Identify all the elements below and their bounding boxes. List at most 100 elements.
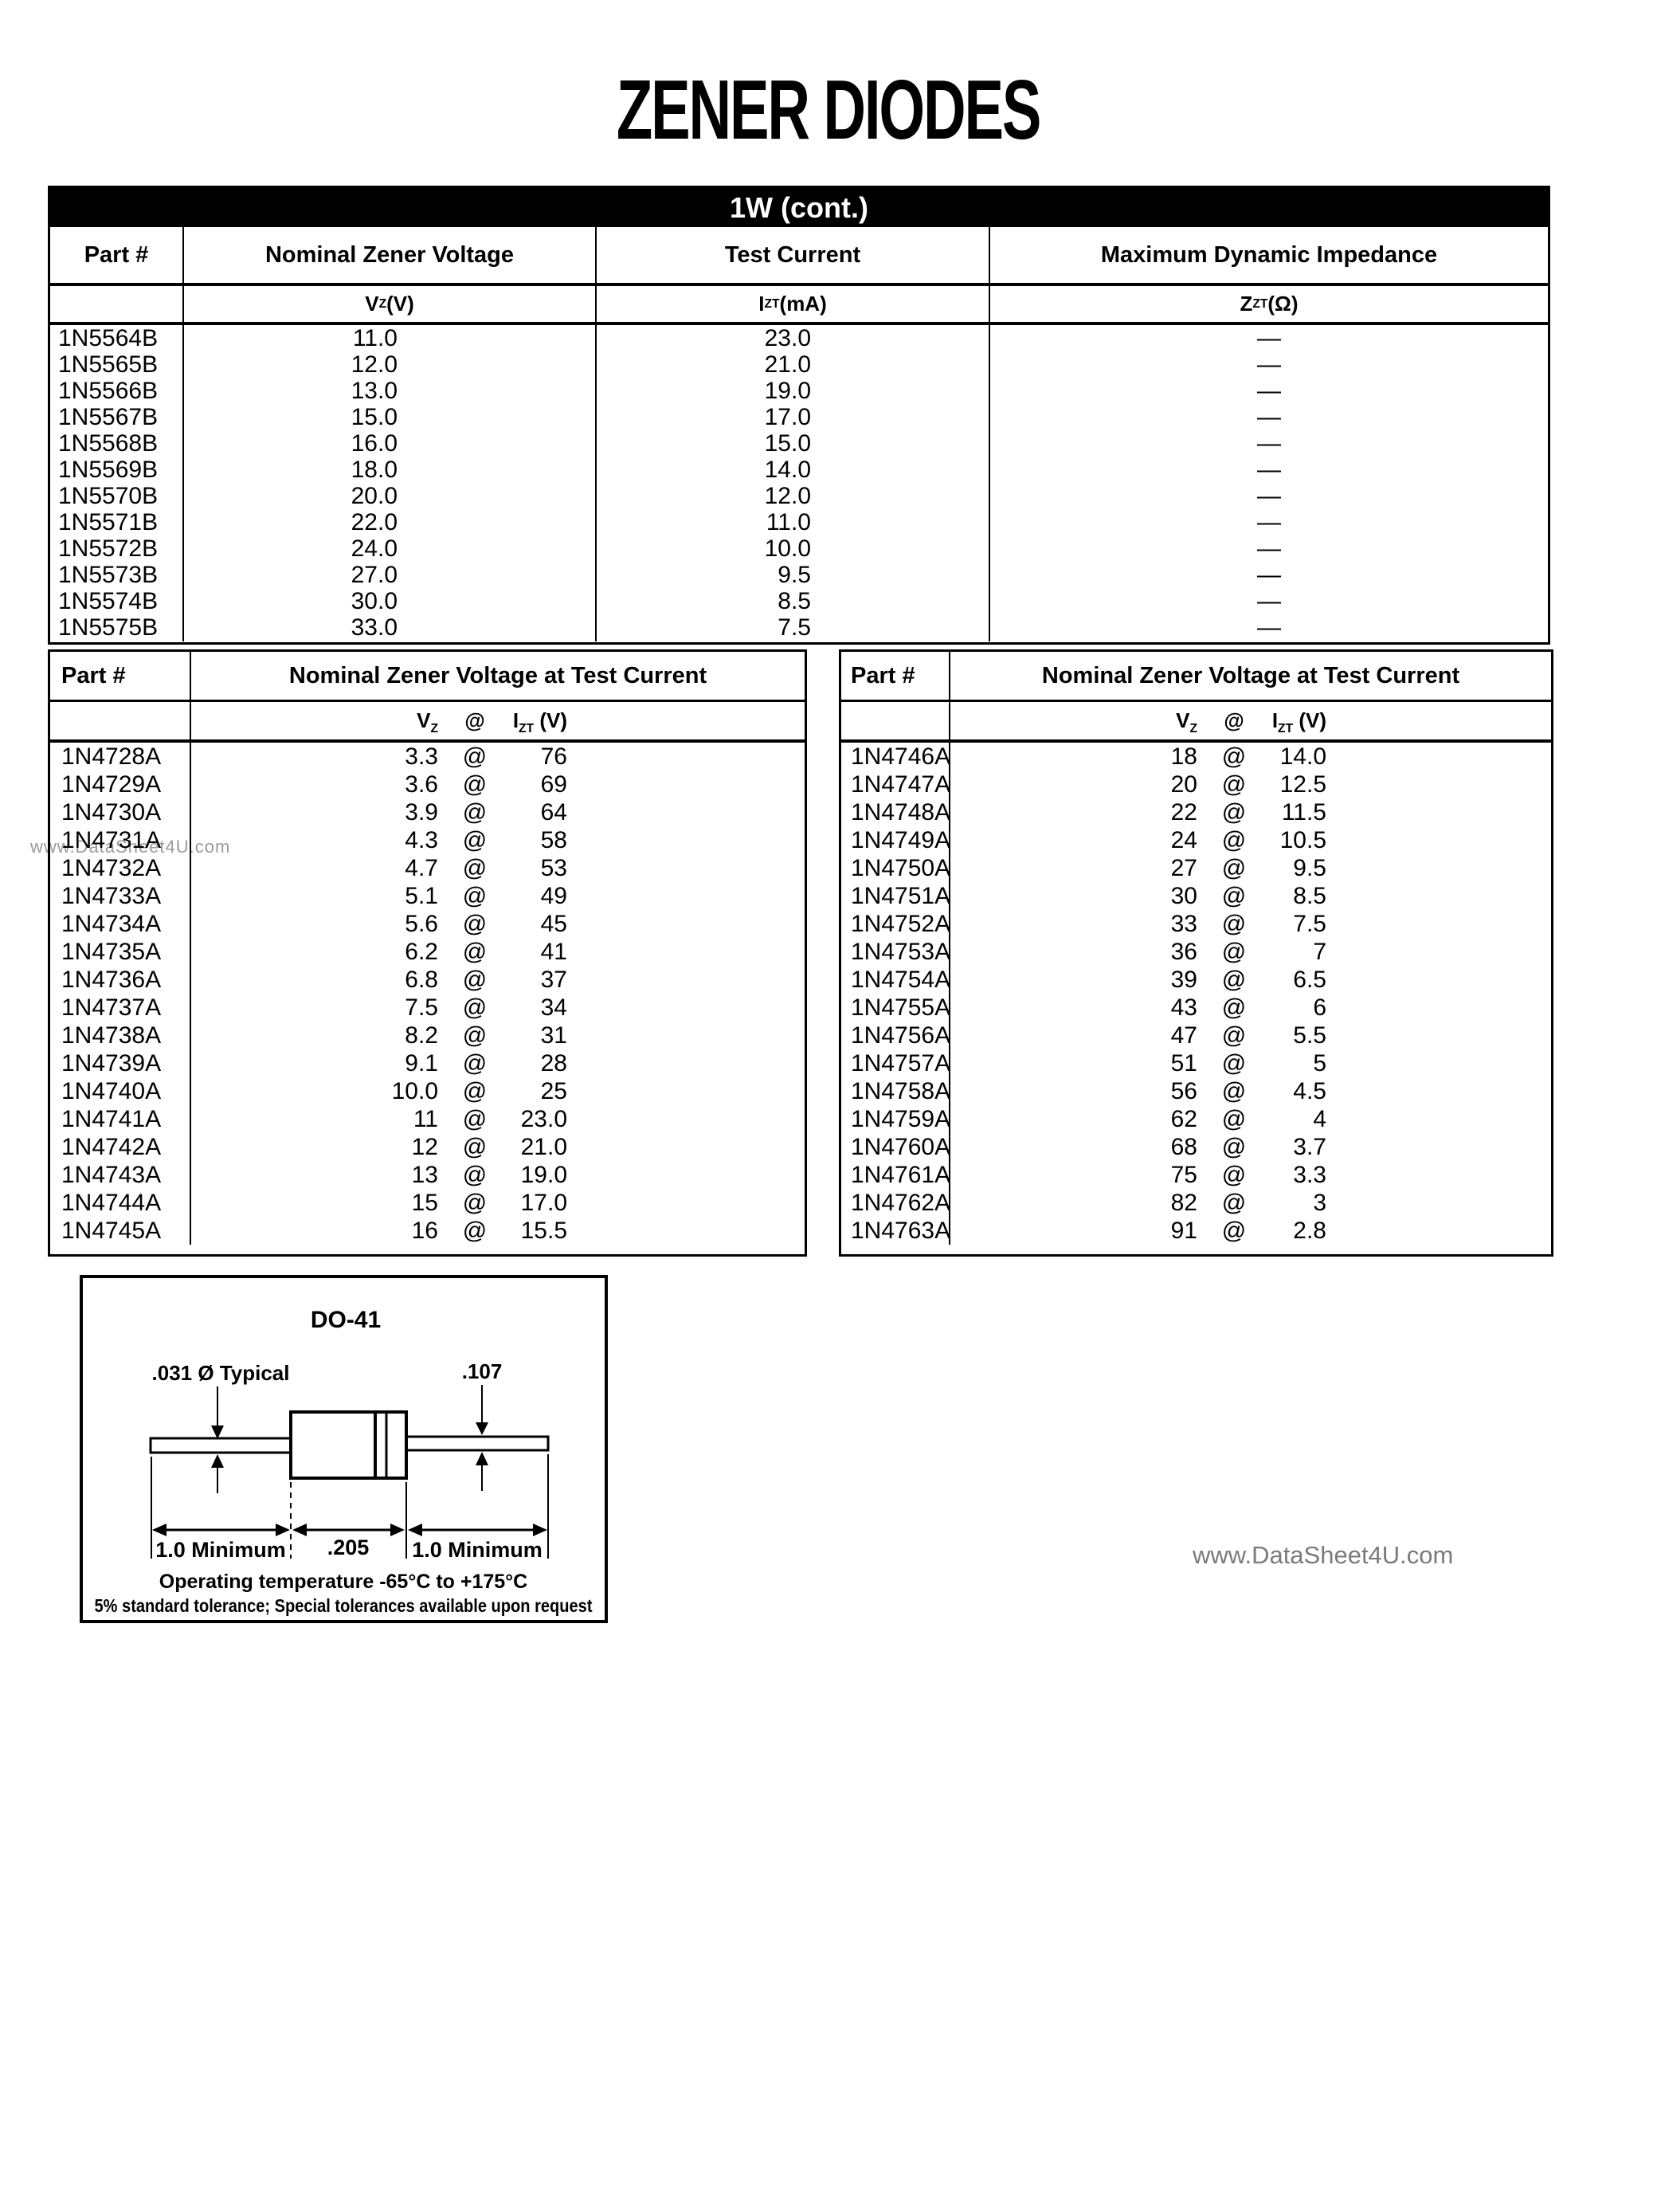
cell-at-symbol: @ bbox=[1221, 938, 1247, 965]
cell-at-symbol: @ bbox=[1221, 1105, 1247, 1132]
table-row: 1N4757A 51 @ 5 bbox=[841, 1049, 1551, 1077]
cell-vz: 75 bbox=[1170, 1161, 1197, 1188]
cell-test-current: 12.0 bbox=[595, 483, 989, 510]
cell-at-symbol: @ bbox=[1221, 994, 1247, 1021]
cell-part-number: 1N4742A bbox=[61, 1133, 162, 1160]
lead-diameter-label: .031 Ø Typical bbox=[152, 1361, 290, 1385]
subheader-value: VZ @ IZT (V) bbox=[190, 702, 805, 739]
cell-values: 68 @ 3.7 bbox=[949, 1133, 1551, 1161]
cell-at-symbol: @ bbox=[462, 826, 488, 853]
cell-izt: 64 bbox=[540, 798, 567, 826]
table-row: 1N4746A 18 @ 14.0 bbox=[841, 743, 1551, 771]
cell-at-symbol: @ bbox=[462, 743, 488, 770]
cell-values: 6.2 @ 41 bbox=[190, 938, 805, 966]
cell-values: 5.6 @ 45 bbox=[190, 910, 805, 938]
cell-part-number: 1N4747A bbox=[851, 771, 951, 798]
table-row: 1N4733A 5.1 @ 49 bbox=[50, 882, 805, 910]
cell-at-symbol: @ bbox=[1221, 798, 1247, 826]
cell-vz: 4.7 bbox=[405, 854, 438, 881]
cell-values: 82 @ 3 bbox=[949, 1189, 1551, 1217]
cell-zener-voltage: 27.0 bbox=[182, 562, 595, 589]
cell-vz: 5.6 bbox=[405, 910, 438, 937]
cell-izt: 28 bbox=[540, 1049, 567, 1077]
cell-izt: 4.5 bbox=[1293, 1077, 1326, 1104]
table-row: 1N4750A 27 @ 9.5 bbox=[841, 854, 1551, 882]
cell-at-symbol: @ bbox=[1221, 1217, 1247, 1244]
table-right-subheader-row: VZ @ IZT (V) bbox=[841, 702, 1551, 743]
table-row: 1N4740A 10.0 @ 25 bbox=[50, 1077, 805, 1105]
cell-at-symbol: @ bbox=[462, 1189, 488, 1216]
cell-at-symbol: @ bbox=[462, 1022, 488, 1049]
table-1w-cont: 1W (cont.) Part # Nominal Zener Voltage … bbox=[48, 186, 1550, 645]
cell-impedance-dash: — bbox=[989, 351, 1548, 378]
diode-drawing bbox=[149, 1385, 550, 1559]
cell-values: 13 @ 19.0 bbox=[190, 1161, 805, 1189]
cell-part-number: 1N4737A bbox=[61, 994, 162, 1021]
cell-vz: 3.9 bbox=[405, 798, 438, 826]
cell-vz: 68 bbox=[1170, 1133, 1197, 1160]
cell-values: 36 @ 7 bbox=[949, 938, 1551, 966]
cell-zener-voltage: 13.0 bbox=[182, 378, 595, 405]
left-lead-length-label: 1.0 Minimum bbox=[155, 1538, 286, 1562]
cell-zener-voltage: 16.0 bbox=[182, 430, 595, 457]
cell-impedance-dash: — bbox=[989, 562, 1548, 589]
table-row: 1N4762A 82 @ 3 bbox=[841, 1189, 1551, 1217]
cell-zener-voltage: 20.0 bbox=[182, 483, 595, 510]
cell-values: 6.8 @ 37 bbox=[190, 966, 805, 994]
cell-part-number: 1N5573B bbox=[58, 562, 159, 588]
cell-vz: 6.2 bbox=[405, 938, 438, 965]
cell-vz: 3.6 bbox=[405, 771, 438, 798]
table-row: 1N4755A 43 @ 6 bbox=[841, 994, 1551, 1022]
cell-izt: 4 bbox=[1313, 1105, 1326, 1132]
operating-temperature-note: Operating temperature -65°C to +175°C bbox=[159, 1571, 528, 1593]
cell-vz: 11 bbox=[413, 1105, 438, 1132]
page-title-wrap: ZENER DIODES bbox=[0, 62, 1657, 159]
cell-at-symbol: @ bbox=[462, 1133, 488, 1160]
table-row: 1N4728A 3.3 @ 76 bbox=[50, 743, 805, 771]
cell-values: 75 @ 3.3 bbox=[949, 1161, 1551, 1189]
cell-at-symbol: @ bbox=[1221, 1077, 1247, 1104]
cell-impedance-dash: — bbox=[989, 457, 1548, 484]
table-row: 1N4760A 68 @ 3.7 bbox=[841, 1133, 1551, 1161]
page-title: ZENER DIODES bbox=[617, 63, 1041, 157]
cell-part-number: 1N4739A bbox=[61, 1049, 162, 1077]
table-zener-left: Part # Nominal Zener Voltage at Test Cur… bbox=[48, 649, 807, 1257]
cell-part-number: 1N4733A bbox=[61, 882, 162, 909]
package-outline-box: DO-41 .031 Ø Typical .107 bbox=[80, 1275, 608, 1623]
table-row: 1N4742A 12 @ 21.0 bbox=[50, 1133, 805, 1161]
cell-part-number: 1N4750A bbox=[851, 854, 951, 881]
cell-vz: 15 bbox=[411, 1189, 438, 1216]
cell-values: 8.2 @ 31 bbox=[190, 1022, 805, 1049]
cell-part-number: 1N4735A bbox=[61, 938, 162, 965]
table-row: 1N4752A 33 @ 7.5 bbox=[841, 910, 1551, 938]
cell-zener-voltage: 22.0 bbox=[182, 509, 595, 536]
subheader-empty bbox=[50, 286, 182, 322]
cell-at-symbol: @ bbox=[1221, 743, 1247, 770]
cell-izt: 12.5 bbox=[1279, 771, 1326, 798]
cell-values: 62 @ 4 bbox=[949, 1105, 1551, 1133]
cell-at-symbol: @ bbox=[1221, 854, 1247, 881]
right-lead-length-label: 1.0 Minimum bbox=[412, 1538, 543, 1562]
cell-part-number: 1N5566B bbox=[58, 378, 159, 404]
col-header-value: Nominal Zener Voltage at Test Current bbox=[949, 652, 1551, 700]
cell-izt: 41 bbox=[540, 938, 567, 965]
cell-izt: 7.5 bbox=[1293, 910, 1326, 937]
table-1w-header-bar: 1W (cont.) bbox=[50, 188, 1548, 227]
col-header-part: Part # bbox=[61, 662, 126, 688]
cell-values: 24 @ 10.5 bbox=[949, 826, 1551, 854]
cell-at-symbol: @ bbox=[1221, 1189, 1247, 1216]
table-row: 1N4753A 36 @ 7 bbox=[841, 938, 1551, 966]
cell-izt: 31 bbox=[540, 1022, 567, 1049]
cell-test-current: 17.0 bbox=[595, 404, 989, 431]
cell-values: 56 @ 4.5 bbox=[949, 1077, 1551, 1105]
cell-at-symbol: @ bbox=[1221, 826, 1247, 853]
cell-at-symbol: @ bbox=[1221, 1133, 1247, 1160]
table-row: 1N5570B 20.0 12.0 — bbox=[50, 483, 1548, 510]
arrow-up-icon bbox=[476, 1452, 488, 1465]
cell-izt: 3.3 bbox=[1293, 1161, 1326, 1188]
cell-impedance-dash: — bbox=[989, 614, 1548, 641]
cell-zener-voltage: 30.0 bbox=[182, 588, 595, 615]
subheader-empty bbox=[841, 702, 949, 739]
watermark-right: www.DataSheet4U.com bbox=[1193, 1541, 1454, 1569]
